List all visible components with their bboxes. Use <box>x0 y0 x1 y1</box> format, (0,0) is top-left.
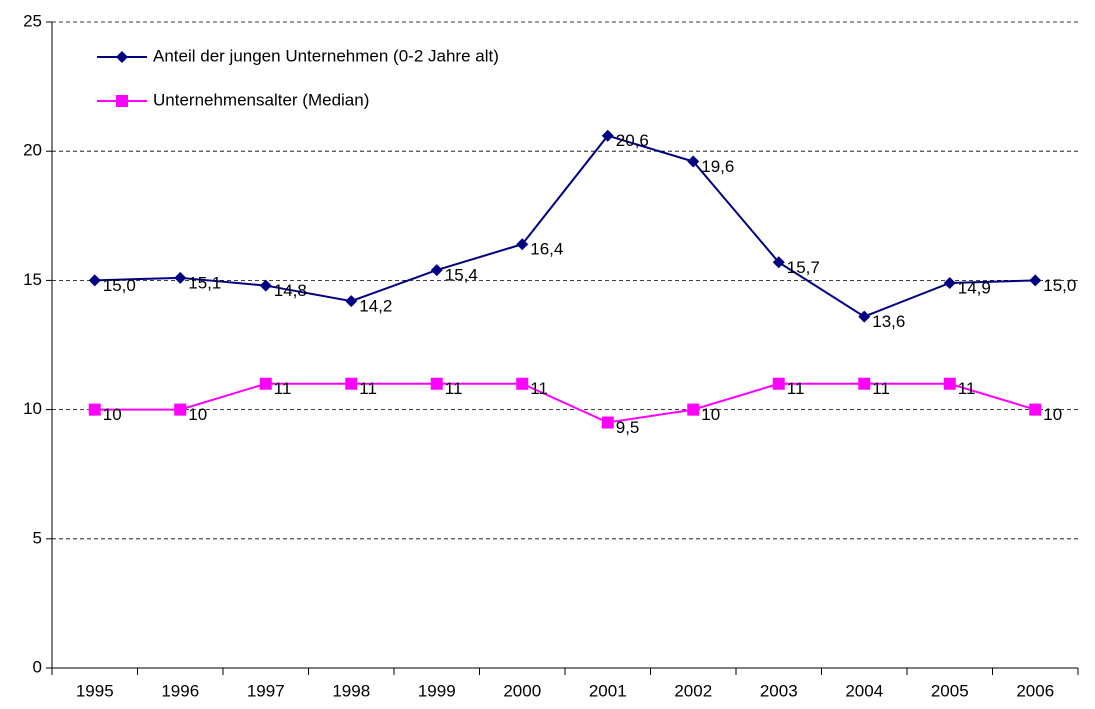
point-marker <box>259 279 272 292</box>
data-label: 10 <box>701 405 720 424</box>
y-tick-label: 5 <box>33 528 42 547</box>
y-tick-label: 25 <box>23 11 42 30</box>
data-label: 19,6 <box>701 157 734 176</box>
y-tick-label: 20 <box>23 141 42 160</box>
legend-label: Anteil der jungen Unternehmen (0-2 Jahre… <box>153 46 499 65</box>
x-tick-label: 2006 <box>1016 681 1054 700</box>
point-marker <box>174 403 187 416</box>
point-marker <box>772 377 785 390</box>
point-marker <box>858 310 871 323</box>
data-label: 11 <box>359 379 377 398</box>
x-tick-label: 2002 <box>674 681 712 700</box>
data-label: 11 <box>445 379 463 398</box>
series-line <box>94 134 1036 318</box>
series-line <box>94 382 1036 424</box>
data-label: 11 <box>958 379 976 398</box>
point-marker <box>259 377 272 390</box>
x-tick-label: 2000 <box>503 681 541 700</box>
data-label: 10 <box>103 405 122 424</box>
x-tick-label: 2004 <box>845 681 883 700</box>
point-marker <box>943 377 956 390</box>
x-tick-label: 1997 <box>247 681 285 700</box>
legend-marker <box>116 51 128 63</box>
point-marker <box>687 155 700 168</box>
point-marker <box>88 403 101 416</box>
data-label: 20,6 <box>616 131 649 150</box>
x-tick-label: 2005 <box>931 681 969 700</box>
data-label: 9,5 <box>616 418 640 437</box>
data-label: 15,0 <box>1043 276 1076 295</box>
x-tick-label: 1998 <box>332 681 370 700</box>
data-label: 11 <box>530 379 548 398</box>
y-tick-label: 0 <box>33 657 42 676</box>
point-marker <box>943 276 956 289</box>
point-marker <box>772 256 785 269</box>
x-tick-label: 1999 <box>418 681 456 700</box>
point-marker <box>1029 403 1042 416</box>
point-marker <box>516 377 529 390</box>
data-label: 13,6 <box>872 312 905 331</box>
data-label: 11 <box>872 379 890 398</box>
point-marker <box>601 129 614 142</box>
data-label: 11 <box>274 379 292 398</box>
point-marker <box>345 377 358 390</box>
data-label: 15,1 <box>188 273 221 292</box>
data-label: 16,4 <box>530 240 563 259</box>
data-label: 10 <box>188 405 207 424</box>
point-marker <box>687 403 700 416</box>
data-label: 15,0 <box>103 276 136 295</box>
point-marker <box>88 274 101 287</box>
data-label: 14,8 <box>274 281 307 300</box>
point-marker <box>601 416 614 429</box>
legend-marker <box>116 95 128 107</box>
legend-label: Unternehmensalter (Median) <box>153 90 369 109</box>
point-marker <box>430 377 443 390</box>
x-tick-label: 1995 <box>76 681 114 700</box>
x-tick-label: 2003 <box>760 681 798 700</box>
data-label: 14,9 <box>958 278 991 297</box>
point-marker <box>858 377 871 390</box>
data-label: 10 <box>1043 405 1062 424</box>
point-marker <box>1029 274 1042 287</box>
data-label: 14,2 <box>359 297 392 316</box>
data-label: 15,4 <box>445 266 478 285</box>
data-label: 11 <box>787 379 805 398</box>
point-marker <box>174 271 187 284</box>
y-tick-label: 15 <box>23 270 42 289</box>
data-label: 15,7 <box>787 258 820 277</box>
point-marker <box>430 264 443 277</box>
x-tick-label: 1996 <box>161 681 199 700</box>
y-tick-label: 10 <box>23 399 42 418</box>
point-marker <box>345 295 358 308</box>
x-tick-label: 2001 <box>589 681 627 700</box>
point-marker <box>516 238 529 251</box>
